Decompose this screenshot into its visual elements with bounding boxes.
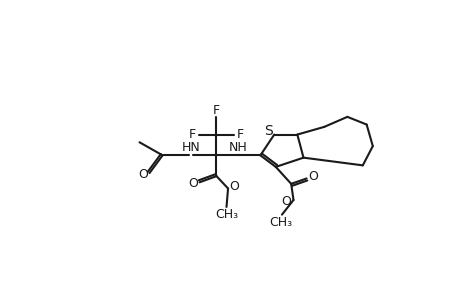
- Text: O: O: [280, 195, 290, 208]
- Text: HN: HN: [181, 141, 200, 154]
- Text: O: O: [229, 180, 239, 194]
- Text: F: F: [189, 128, 196, 141]
- Text: F: F: [213, 104, 219, 117]
- Text: F: F: [236, 128, 243, 141]
- Text: O: O: [307, 170, 317, 183]
- Text: S: S: [263, 124, 272, 139]
- Text: NH: NH: [228, 141, 247, 154]
- Text: O: O: [188, 177, 198, 190]
- Text: O: O: [138, 168, 148, 181]
- Text: CH₃: CH₃: [268, 216, 291, 229]
- Text: CH₃: CH₃: [214, 208, 238, 221]
